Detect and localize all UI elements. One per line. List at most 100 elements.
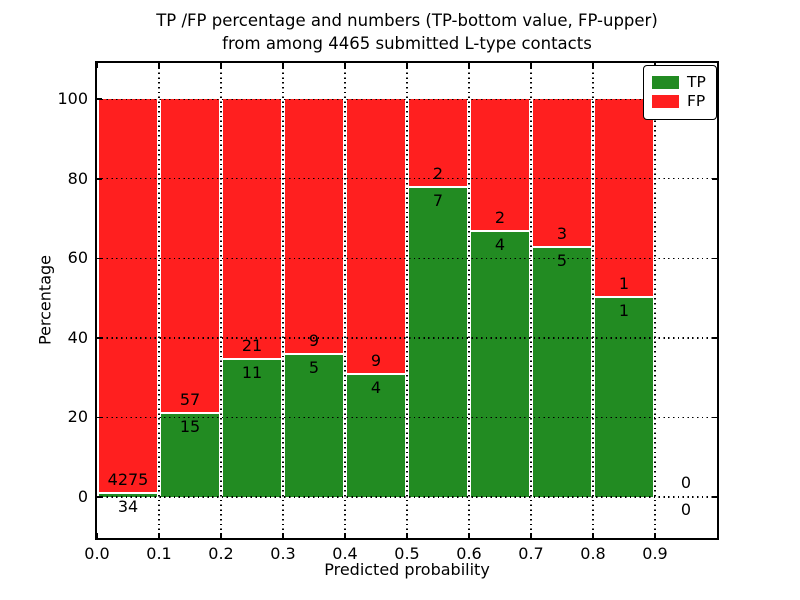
bar-label-fp: 0 — [680, 473, 692, 493]
y-tick-mark-left — [97, 98, 102, 100]
bar-label-tp: 5 — [556, 251, 568, 271]
legend-swatch-fp — [652, 95, 679, 108]
bar-label-fp: 9 — [308, 330, 320, 350]
bar — [283, 99, 345, 497]
x-tick-mark-top — [220, 63, 222, 68]
gridline-v — [530, 63, 532, 538]
x-tick-mark-bottom — [220, 533, 222, 538]
y-tick-mark-right — [712, 496, 717, 498]
legend: TP FP — [643, 65, 717, 120]
x-tick-mark-bottom — [468, 533, 470, 538]
x-tick-mark-bottom — [654, 533, 656, 538]
x-tick-label: 0.4 — [332, 544, 358, 563]
x-axis-label: Predicted probability — [324, 560, 490, 579]
y-tick-mark-right — [712, 257, 717, 260]
x-tick-label: 0.9 — [642, 544, 668, 563]
y-tick-label: 0 — [77, 487, 88, 507]
y-tick-label: 100 — [57, 89, 88, 109]
bar — [221, 99, 283, 497]
gridline-v — [282, 63, 284, 538]
x-tick-mark-top — [406, 63, 408, 68]
bar-segment-tp — [223, 360, 281, 497]
bar-label-fp: 2 — [432, 163, 444, 183]
x-tick-mark-bottom — [406, 533, 408, 538]
bar-label-fp: 2 — [494, 207, 506, 227]
x-tick-mark-bottom — [282, 533, 284, 538]
bar-label-tp: 1 — [618, 301, 630, 321]
y-tick-mark-right — [712, 177, 717, 180]
bar-segment-fp — [471, 99, 529, 232]
bar-segment-tp — [161, 414, 219, 497]
x-tick-mark-top — [344, 63, 346, 68]
bar-label-tp: 34 — [117, 496, 139, 516]
bar-label-fp: 4275 — [107, 469, 149, 489]
gridline-v — [220, 63, 222, 538]
bar-segment-tp — [595, 298, 653, 497]
x-tick-mark-top — [530, 63, 532, 68]
y-tick-mark-left — [97, 337, 102, 339]
y-tick-label: 80 — [67, 168, 88, 188]
legend-swatch-tp — [652, 76, 679, 89]
bar-segment-tp — [409, 187, 467, 497]
gridline-v — [344, 63, 346, 538]
y-tick-mark-left — [97, 416, 102, 419]
gridline-v — [654, 63, 656, 538]
plot-area: 4275 34 57 15 21 11 9 5 9 4 2 7 2 4 3 5 1 1 0 0 — [95, 61, 719, 540]
bar-label-fp: 21 — [241, 336, 263, 356]
bar — [407, 99, 469, 497]
bar-label-tp: 4 — [494, 234, 506, 254]
x-tick-mark-top — [282, 63, 284, 68]
chart-title-line2: from among 4465 submitted L-type contact… — [222, 34, 592, 53]
bar-segment-tp — [533, 248, 591, 497]
bar — [469, 99, 531, 497]
gridline-v — [406, 63, 408, 538]
x-tick-label: 0.2 — [208, 544, 234, 563]
y-tick-label: 40 — [67, 327, 88, 347]
chart-title-line1: TP /FP percentage and numbers (TP-bottom… — [156, 11, 658, 30]
x-tick-label: 0.3 — [270, 544, 296, 563]
legend-entry-tp: TP — [652, 74, 708, 91]
bar — [345, 99, 407, 497]
bar-label-tp: 4 — [370, 377, 382, 397]
x-tick-label: 0.1 — [146, 544, 172, 563]
legend-entry-fp: FP — [652, 93, 708, 110]
legend-label-fp: FP — [687, 92, 706, 110]
x-tick-mark-top — [468, 63, 470, 68]
bar-segment-tp — [99, 493, 157, 497]
bar-segment-fp — [223, 99, 281, 361]
y-tick-label: 60 — [67, 248, 88, 268]
x-tick-mark-top — [592, 63, 594, 68]
bar-segment-fp — [409, 99, 467, 188]
bar-label-tp: 7 — [432, 190, 444, 210]
x-tick-mark-bottom — [96, 533, 98, 538]
x-tick-label: 0.6 — [456, 544, 482, 563]
bar — [531, 99, 593, 497]
x-tick-mark-bottom — [592, 533, 594, 538]
bar-label-fp: 1 — [618, 274, 630, 294]
bar-label-fp: 9 — [370, 350, 382, 370]
gridline-v — [158, 63, 160, 538]
x-tick-label: 0.8 — [580, 544, 606, 563]
bar-segment-tp — [285, 354, 343, 497]
y-tick-mark-right — [712, 416, 717, 419]
legend-label-tp: TP — [687, 73, 706, 91]
x-tick-label: 0.7 — [518, 544, 544, 563]
x-tick-mark-top — [96, 63, 98, 68]
bar-segment-tp — [347, 374, 405, 497]
y-tick-mark-left — [97, 177, 102, 180]
y-tick-mark-left — [97, 257, 102, 260]
x-tick-mark-bottom — [158, 533, 160, 538]
x-tick-label: 0.5 — [394, 544, 420, 563]
gridline-v — [468, 63, 470, 538]
x-tick-mark-top — [158, 63, 160, 68]
bar-label-tp: 15 — [179, 417, 201, 437]
y-tick-mark-right — [712, 337, 717, 339]
bar-segment-tp — [471, 231, 529, 497]
bar — [97, 99, 159, 497]
x-tick-label: 0.0 — [84, 544, 110, 563]
bar-segment-fp — [347, 99, 405, 375]
bar-label-tp: 11 — [241, 363, 263, 383]
bar-label-tp: 0 — [680, 500, 692, 520]
bar-segment-fp — [595, 99, 653, 299]
